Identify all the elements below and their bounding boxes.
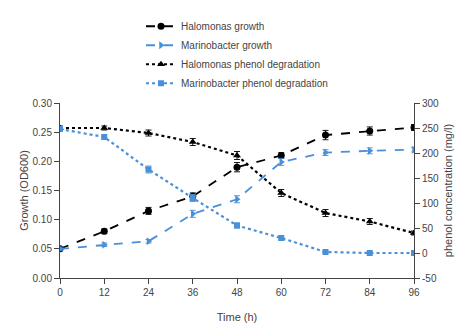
svg-text:0.15: 0.15 xyxy=(33,185,53,196)
svg-text:300: 300 xyxy=(422,98,439,109)
svg-text:Time (h): Time (h) xyxy=(217,311,258,323)
svg-text:Halomonas phenol degradation: Halomonas phenol degradation xyxy=(181,59,320,70)
svg-text:84: 84 xyxy=(364,287,376,298)
svg-text:0.20: 0.20 xyxy=(33,156,53,167)
svg-text:0.10: 0.10 xyxy=(33,214,53,225)
svg-text:36: 36 xyxy=(187,287,199,298)
svg-text:50: 50 xyxy=(422,223,434,234)
svg-text:0: 0 xyxy=(57,287,63,298)
svg-text:0: 0 xyxy=(422,248,428,259)
svg-text:phenol concentration (mg/l): phenol concentration (mg/l) xyxy=(442,124,454,257)
svg-text:12: 12 xyxy=(99,287,111,298)
svg-text:Marinobacter phenol degradatio: Marinobacter phenol degradation xyxy=(181,78,328,89)
svg-text:Growth (OD600): Growth (OD600) xyxy=(18,150,30,231)
svg-text:72: 72 xyxy=(320,287,332,298)
svg-text:-50: -50 xyxy=(422,273,437,284)
svg-text:100: 100 xyxy=(422,198,439,209)
svg-text:60: 60 xyxy=(276,287,288,298)
svg-text:48: 48 xyxy=(231,287,243,298)
svg-text:150: 150 xyxy=(422,173,439,184)
svg-text:Marinobacter growth: Marinobacter growth xyxy=(181,40,272,51)
svg-text:0.30: 0.30 xyxy=(33,98,53,109)
svg-text:96: 96 xyxy=(408,287,420,298)
svg-text:24: 24 xyxy=(143,287,155,298)
svg-text:0.25: 0.25 xyxy=(33,127,53,138)
svg-text:250: 250 xyxy=(422,123,439,134)
svg-text:0.00: 0.00 xyxy=(33,273,53,284)
svg-text:0.05: 0.05 xyxy=(33,243,53,254)
svg-text:Halomonas growth: Halomonas growth xyxy=(181,21,264,32)
svg-text:200: 200 xyxy=(422,148,439,159)
